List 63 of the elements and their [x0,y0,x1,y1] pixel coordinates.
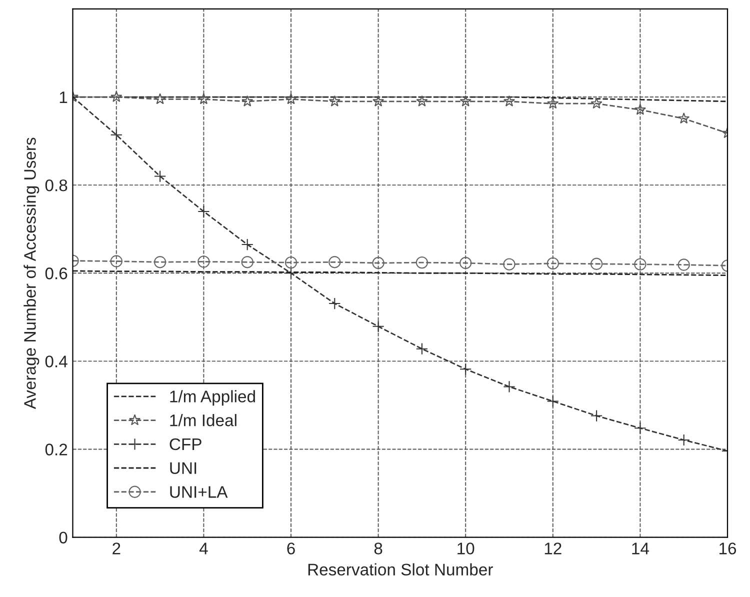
point [198,256,210,268]
point [460,256,472,270]
point [416,342,428,355]
x-tick-label: 10 [458,542,474,554]
point [241,238,254,251]
point [547,98,559,109]
point [154,93,166,104]
point [328,256,341,268]
point [110,90,122,102]
point [110,128,122,141]
point [110,255,122,268]
point [284,256,298,269]
y-axis-title: Average Number of Accessing Users [24,138,40,410]
y-tick-label: 1 [60,92,68,104]
point [198,205,210,218]
point [546,257,559,270]
y-tick-label: 0.6 [45,268,68,280]
y-tick-label: 0 [59,532,68,544]
x-axis-title: Reservation Slot Number [308,563,493,576]
point [460,363,472,376]
point [503,95,516,106]
point [372,320,384,332]
point [590,410,603,422]
point [242,95,254,106]
legend-label: 1/m Applied [170,390,255,406]
point [503,258,516,270]
point [416,256,428,269]
point [154,170,166,182]
y-tick-label: 0.4 [45,356,68,368]
x-tick-label: 16 [720,542,736,554]
point [284,267,298,280]
point [634,422,646,434]
point [285,93,297,104]
point [634,104,646,115]
point [546,395,559,408]
point [372,256,384,270]
legend-label: UNI [170,462,196,474]
point [678,112,690,124]
x-tick-label: 2 [112,542,120,554]
point [590,98,602,109]
point [678,434,690,446]
point [198,93,210,104]
y-tick-label: 0.8 [45,179,68,192]
point [460,95,472,106]
point [503,380,516,393]
point [328,297,341,310]
point [372,95,384,106]
point [154,256,166,268]
y-tick-label: 0.2 [45,444,68,456]
x-tick-label: 12 [544,542,562,554]
x-tick-label: 8 [374,542,382,554]
point [416,95,428,106]
x-tick-label: 4 [199,542,208,554]
point [590,258,603,270]
point [328,95,340,106]
legend-label: 1/m Ideal [170,414,236,426]
point [241,256,254,268]
point [634,258,646,270]
legend-label: UNI+LA [170,486,228,498]
x-tick-label: 6 [287,542,295,554]
legend-label: CFP [170,438,202,450]
x-tick-label: 14 [632,542,649,554]
point [678,258,690,271]
